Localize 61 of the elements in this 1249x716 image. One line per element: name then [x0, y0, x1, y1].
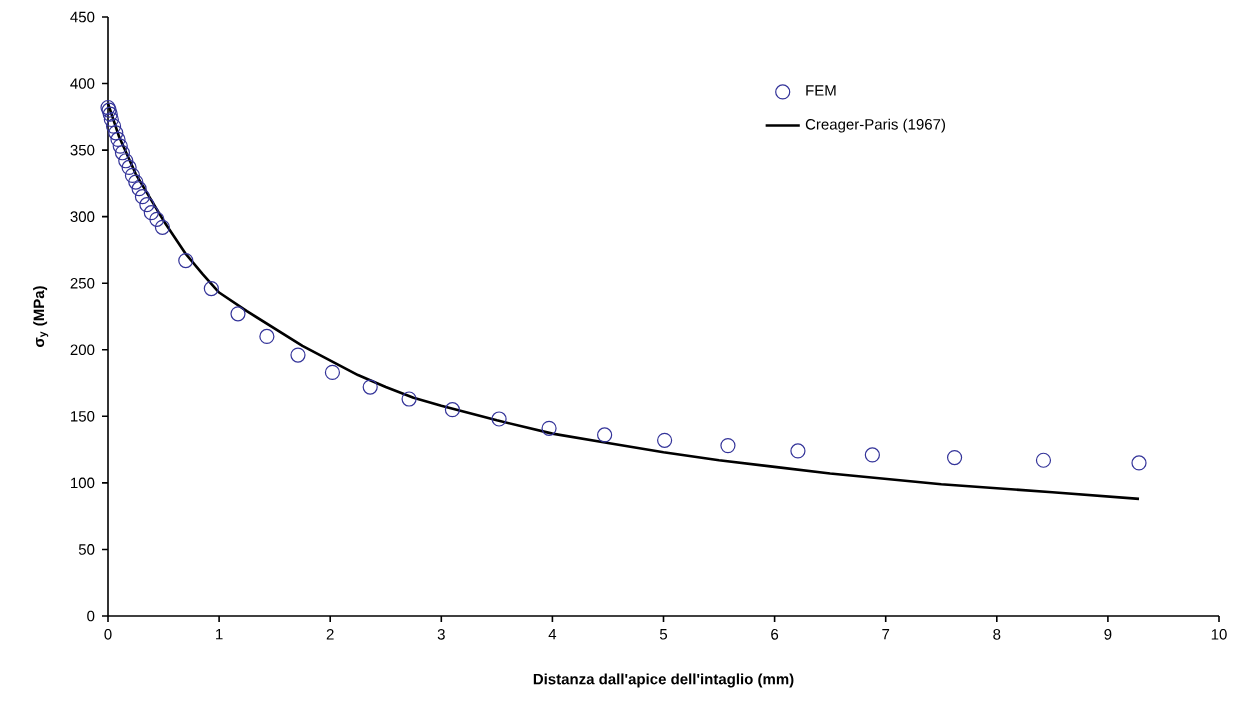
point [134, 189, 151, 205]
y-tick-label: 350 [70, 144, 95, 156]
y-tick-label: 250 [70, 277, 95, 289]
point [541, 420, 557, 436]
point [720, 438, 736, 454]
point [112, 138, 128, 154]
y-tick-label: 400 [70, 78, 95, 89]
point [790, 443, 806, 459]
point [139, 197, 155, 213]
point [1131, 455, 1147, 471]
point [401, 391, 417, 407]
x-tick-label: 3 [437, 629, 445, 640]
point [324, 364, 341, 380]
y-tick-label: 300 [70, 211, 95, 222]
y-tick-label: 200 [70, 344, 95, 356]
point [597, 427, 613, 443]
point [110, 131, 126, 148]
point [946, 449, 963, 466]
point [491, 411, 507, 427]
point [108, 125, 124, 141]
point [230, 306, 246, 322]
point [178, 252, 194, 269]
x-tick-label: 8 [993, 629, 1001, 640]
point [290, 347, 306, 363]
x-tick-label: 9 [1104, 629, 1112, 640]
point [118, 153, 134, 169]
x-tick-label: 5 [659, 629, 668, 640]
point [259, 328, 275, 345]
y-tick-label: 100 [71, 477, 95, 489]
point [864, 447, 880, 463]
point [103, 111, 119, 128]
point [128, 174, 144, 190]
point [149, 211, 165, 227]
x-tick-label: 4 [548, 629, 557, 640]
x-tick-label: 1 [216, 629, 223, 640]
point [105, 118, 122, 134]
x-axis-title: Distanza dall'apice dell'intaglio (mm) [533, 673, 794, 688]
legend-label: Creager-Paris (1967) [805, 118, 946, 133]
point [131, 181, 147, 197]
point [121, 159, 137, 176]
x-tick-label: 6 [771, 629, 779, 640]
point [362, 379, 378, 395]
point [1035, 452, 1052, 468]
y-tick-label: 450 [70, 11, 95, 23]
point [114, 145, 131, 161]
point [203, 280, 219, 297]
y-tick-label: 150 [71, 411, 95, 422]
point [657, 432, 673, 448]
point [102, 106, 118, 122]
x-tick-label: 0 [104, 629, 112, 640]
point [444, 402, 461, 418]
x-tick-label: 10 [1211, 629, 1227, 640]
y-tick-label: 0 [87, 610, 95, 622]
x-tick-label: 2 [326, 629, 334, 640]
y-tick-label: 50 [78, 544, 95, 555]
point [154, 219, 171, 235]
x-tick-label: 7 [882, 629, 890, 640]
y-axis-title: σ$_{y}$ (MPa) [33, 286, 49, 347]
point [124, 167, 141, 183]
legend-label: FEM [806, 85, 836, 96]
point [143, 205, 159, 221]
